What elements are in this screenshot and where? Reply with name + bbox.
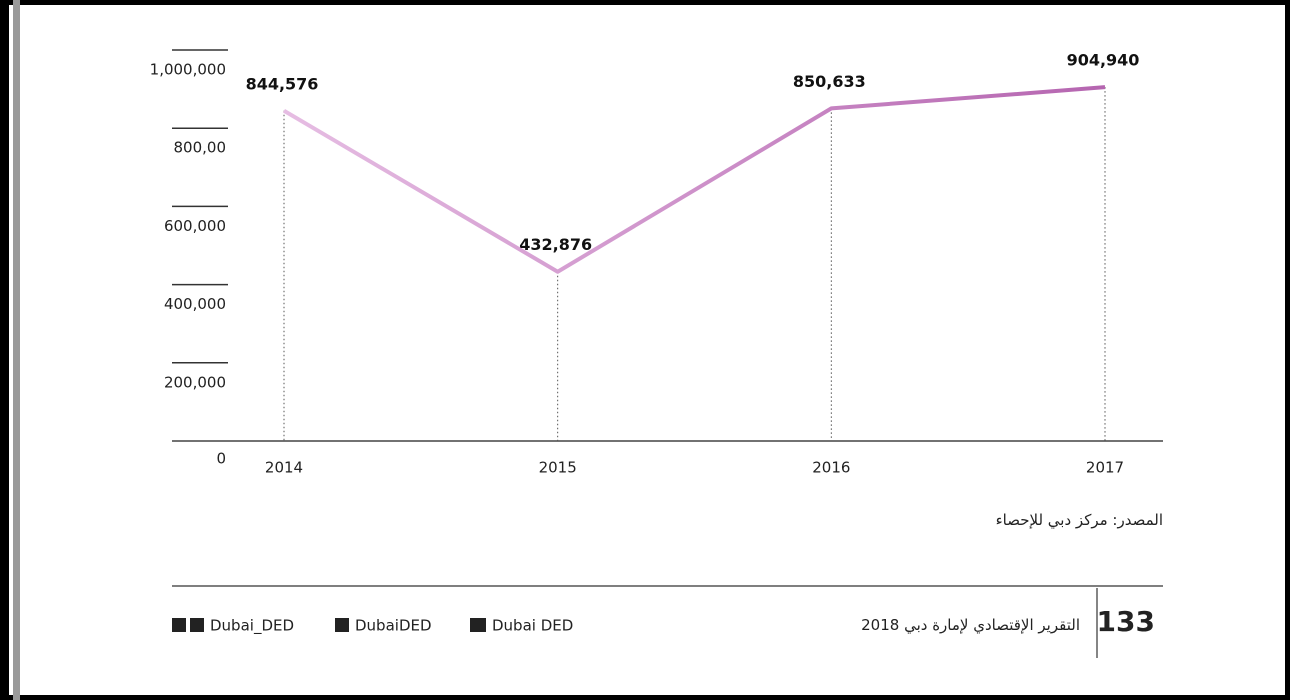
y-tick-label: 0 xyxy=(216,450,226,468)
x-tick-label: 2017 xyxy=(1086,459,1124,477)
source-note: المصدر: مركز دبي للإحصاء xyxy=(995,511,1163,529)
data-label: 850,633 xyxy=(793,72,866,91)
page-number: 133 xyxy=(1097,605,1155,638)
y-tick-label: 400,000 xyxy=(164,295,226,313)
report-title: التقرير الإقتصادي لإمارة دبي 2018 xyxy=(861,616,1080,634)
data-label: 844,576 xyxy=(246,74,319,93)
y-tick-label: 800,00 xyxy=(174,139,227,157)
side-bar xyxy=(13,0,20,700)
social-handle: Dubai DED xyxy=(492,617,573,635)
x-tick-label: 2014 xyxy=(265,459,303,477)
social-handle: DubaiDED xyxy=(355,617,432,635)
y-tick-label: 200,000 xyxy=(164,373,226,391)
x-tick-label: 2016 xyxy=(812,459,850,477)
series-line xyxy=(282,85,1106,274)
social-handle: Dubai_DED xyxy=(210,617,294,636)
data-label: 904,940 xyxy=(1067,51,1140,70)
x-tick-label: 2015 xyxy=(539,459,577,477)
y-tick-label: 1,000,000 xyxy=(150,61,226,79)
data-label: 432,876 xyxy=(519,235,592,254)
social-icons xyxy=(172,618,486,632)
y-tick-label: 600,000 xyxy=(164,217,226,235)
